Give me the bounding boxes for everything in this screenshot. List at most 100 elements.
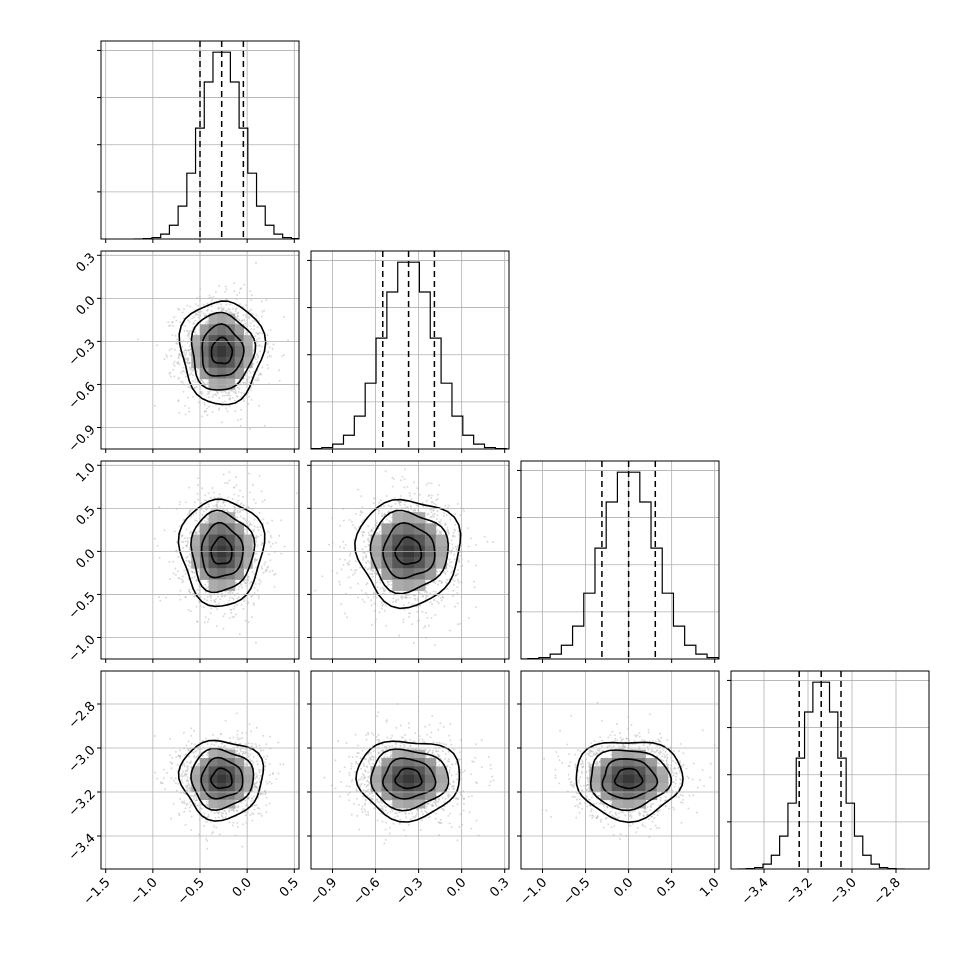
sample-point: [228, 394, 231, 397]
sample-point: [405, 506, 408, 509]
sample-point: [222, 501, 225, 503]
sample-point: [390, 583, 393, 586]
density-cell: [413, 534, 426, 547]
sample-point: [213, 599, 216, 602]
sample-point: [250, 398, 253, 401]
sample-point: [200, 310, 203, 313]
sample-point: [237, 312, 240, 314]
sample-point: [439, 596, 442, 599]
sample-point: [438, 484, 440, 487]
sample-point: [172, 325, 175, 328]
sample-point: [156, 544, 159, 547]
sample-point: [179, 321, 182, 324]
sample-point: [398, 503, 401, 506]
sample-point: [170, 348, 173, 350]
density-cell: [234, 534, 244, 547]
sample-point: [235, 317, 238, 320]
sample-point: [441, 581, 443, 584]
sample-point: [220, 308, 223, 311]
sample-point: [191, 577, 194, 579]
sample-point: [188, 561, 191, 564]
sample-point: [248, 520, 251, 523]
sample-point: [413, 481, 416, 484]
sample-point: [274, 572, 277, 575]
sample-point: [375, 521, 378, 524]
sample-point: [223, 504, 226, 507]
sample-point: [187, 609, 190, 611]
sample-point: [236, 294, 239, 296]
panel-frame: [520, 460, 720, 660]
sample-point: [242, 504, 245, 507]
sample-point: [449, 518, 452, 521]
sample-point: [207, 618, 210, 621]
sample-point: [377, 512, 380, 515]
sample-point: [351, 524, 354, 526]
density-cell: [226, 346, 236, 358]
sample-point: [218, 833, 221, 836]
sample-point: [212, 394, 215, 397]
sample-point: [181, 381, 184, 383]
sample-point: [201, 513, 204, 516]
sample-point: [360, 589, 363, 592]
sample-point: [254, 582, 257, 585]
sample-point: [175, 319, 178, 322]
sample-point: [178, 500, 181, 503]
sample-point: [266, 755, 269, 758]
sample-point: [185, 528, 188, 531]
sample-point: [421, 610, 424, 613]
sample-point: [446, 570, 449, 573]
sample-point: [402, 621, 405, 624]
sample-point: [186, 396, 189, 399]
sample-point: [387, 504, 390, 507]
density-cell: [392, 534, 404, 547]
sample-point: [194, 331, 197, 334]
sample-point: [456, 592, 459, 594]
sample-point: [184, 349, 187, 352]
sample-point: [435, 573, 438, 576]
sample-point: [274, 541, 277, 544]
sample-point: [194, 380, 197, 383]
sample-point: [429, 592, 432, 595]
sample-point: [223, 394, 226, 397]
sample-point: [214, 290, 217, 293]
sample-point: [368, 573, 371, 575]
sample-point: [266, 356, 269, 359]
sample-point: [406, 485, 409, 488]
sample-point: [374, 618, 377, 621]
sample-point: [188, 548, 191, 551]
sample-point: [210, 299, 213, 302]
sample-point: [403, 608, 406, 611]
sample-point: [239, 511, 241, 513]
sample-point: [419, 604, 421, 607]
density-cell: [226, 556, 236, 569]
sample-point: [210, 596, 213, 599]
sample-point: [399, 479, 402, 482]
sample-point: [226, 410, 229, 413]
sample-point: [367, 543, 370, 546]
sample-point: [457, 581, 460, 584]
sample-point: [246, 602, 249, 605]
sample-point: [373, 609, 376, 612]
sample-point: [368, 540, 371, 543]
sample-point: [193, 595, 196, 598]
sample-point: [217, 307, 220, 310]
sample-point: [228, 397, 231, 400]
sample-point: [249, 290, 252, 293]
sample-point: [379, 581, 382, 584]
sample-point: [430, 511, 433, 514]
sample-point: [383, 505, 386, 508]
sample-point: [453, 553, 456, 556]
sample-point: [457, 557, 460, 560]
sample-point: [195, 579, 198, 582]
sample-point: [222, 615, 225, 618]
sample-point: [205, 516, 208, 519]
sample-point: [456, 569, 459, 572]
sample-point: [438, 520, 441, 523]
sample-point: [364, 592, 367, 595]
sample-point: [413, 597, 416, 600]
sample-point: [192, 513, 195, 516]
density-cell: [199, 556, 210, 569]
sample-point: [440, 530, 443, 533]
sample-point: [376, 586, 379, 589]
sample-point: [260, 315, 263, 318]
